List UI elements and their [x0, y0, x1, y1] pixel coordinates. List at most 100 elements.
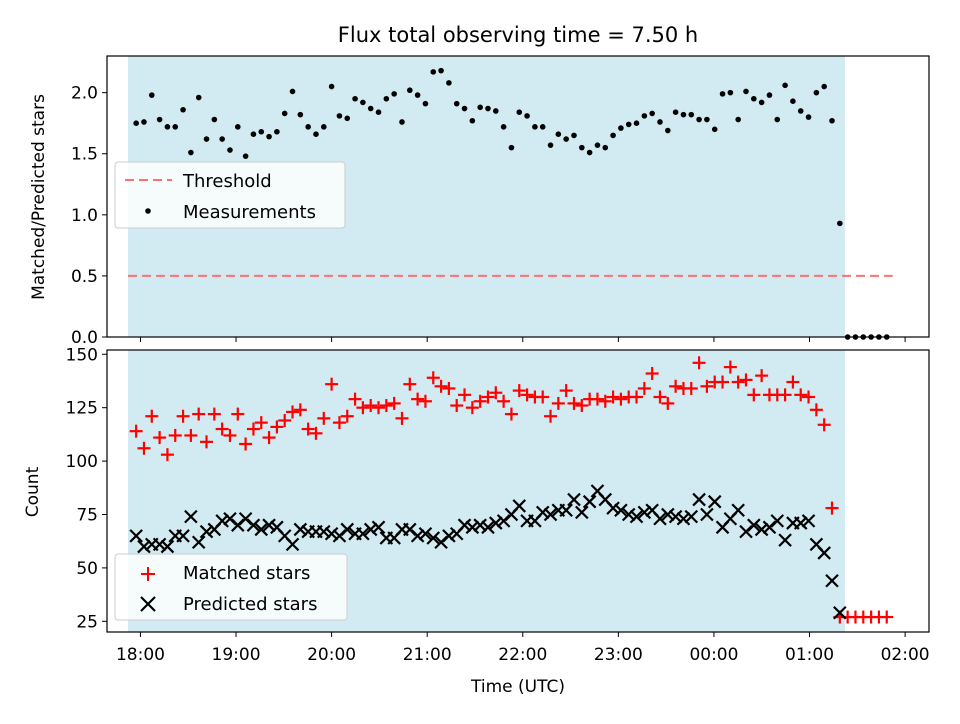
x-tick-label: 21:00: [403, 645, 452, 665]
matched-star-point: [559, 384, 573, 398]
matched-star-point: [465, 401, 479, 415]
measurement-point: [344, 115, 351, 122]
predicted-star-point: [324, 526, 339, 541]
top-y-tick-label: 1.0: [71, 206, 98, 226]
matched-star-point: [262, 431, 276, 445]
measurement-point: [461, 105, 468, 112]
predicted-star-point: [340, 522, 355, 537]
measurement-point: [258, 128, 265, 135]
measurement-point: [711, 126, 718, 133]
measurement-point: [500, 124, 507, 130]
matched-star-point: [645, 367, 659, 380]
predicted-star-point: [684, 509, 699, 524]
predicted-star-point: [778, 533, 792, 547]
predicted-star-point: [793, 516, 808, 530]
matched-star-point: [661, 396, 675, 410]
measurement-point: [641, 113, 648, 119]
measurement-point: [829, 117, 835, 124]
predicted-star-point: [676, 511, 691, 526]
measurement-point: [539, 124, 546, 130]
measurement-point: [203, 136, 210, 142]
matched-star-point: [231, 407, 245, 421]
predicted-star-point: [254, 522, 269, 537]
measurement-point: [289, 88, 296, 95]
matched-star-point: [340, 409, 354, 423]
matched-star-point: [387, 396, 401, 410]
predicted-star-point: [629, 509, 644, 524]
measurement-point: [579, 144, 585, 151]
matched-star-point: [747, 388, 761, 402]
predicted-star-point: [473, 518, 487, 532]
measurement-point: [414, 92, 421, 98]
matched-star-point: [153, 431, 167, 445]
matched-star-point: [434, 379, 448, 393]
matched-star-point: [716, 375, 730, 389]
matched-star-point: [809, 403, 823, 417]
predicted-star-point: [442, 529, 456, 543]
predicted-star-point: [426, 531, 441, 545]
matched-star-point: [356, 401, 370, 415]
predicted-star-point: [754, 522, 769, 537]
matched-star-point: [442, 381, 456, 395]
legend-matched-swatch: [141, 567, 155, 581]
measurement-point: [180, 106, 186, 113]
matched-star-point: [418, 394, 432, 408]
x-tick-label: 02:00: [881, 645, 930, 665]
predicted-star-point: [700, 507, 714, 522]
predicted-star-point: [817, 546, 831, 560]
predicted-star-point: [356, 526, 370, 541]
measurement-point: [234, 124, 241, 130]
measurement-point: [649, 110, 655, 117]
predicted-star-point: [621, 507, 636, 522]
matched-star-point: [372, 401, 386, 415]
measurement-point: [352, 95, 358, 102]
legend-measurements-label: Measurements: [183, 202, 316, 223]
predicted-star-point: [535, 505, 550, 520]
predicted-star-point: [184, 509, 198, 524]
top-y-axis-label: Matched/Predicted stars: [29, 94, 49, 300]
measurement-point: [735, 116, 741, 123]
matched-star-point: [129, 424, 143, 438]
measurement-point: [547, 142, 554, 148]
measurement-point: [633, 120, 640, 126]
matched-star-point: [794, 388, 808, 402]
measurement-point: [430, 69, 437, 75]
predicted-star-point: [262, 518, 276, 532]
measurement-point: [704, 116, 710, 123]
measurement-point: [797, 108, 804, 114]
matched-star-point: [286, 405, 300, 419]
measurement-point: [383, 95, 390, 102]
measurement-point: [266, 133, 272, 140]
measurement-point: [672, 109, 679, 115]
measurement-point: [586, 149, 593, 156]
matched-star-point: [755, 369, 769, 383]
matched-star-point: [637, 381, 651, 395]
x-tick-label: 23:00: [594, 645, 643, 665]
bottom-y-tick-label: 150: [66, 345, 98, 365]
matched-star-point: [489, 386, 503, 400]
measurement-point: [360, 99, 366, 106]
measurement-point: [625, 121, 632, 128]
matched-star-point: [606, 390, 620, 404]
predicted-star-point: [770, 514, 785, 528]
predicted-star-point: [801, 514, 816, 528]
measurement-point: [665, 127, 671, 134]
measurement-point: [821, 83, 827, 90]
predicted-star-point: [833, 605, 847, 620]
top-legend: Threshold Measurements: [114, 161, 346, 229]
measurement-point: [281, 110, 288, 117]
measurement-point: [805, 114, 812, 120]
matched-star-point: [684, 381, 698, 395]
predicted-star-point: [731, 503, 745, 518]
matched-star-point: [293, 403, 307, 417]
top-legend-box: [114, 161, 346, 229]
matched-star-point: [168, 428, 182, 442]
matched-star-point: [551, 396, 565, 410]
measurement-point: [242, 153, 249, 159]
measurement-point: [657, 119, 663, 125]
matched-stars-points: [129, 356, 894, 624]
predicted-star-point: [637, 505, 652, 520]
measurement-point: [751, 95, 757, 102]
measurement-point: [407, 87, 413, 94]
